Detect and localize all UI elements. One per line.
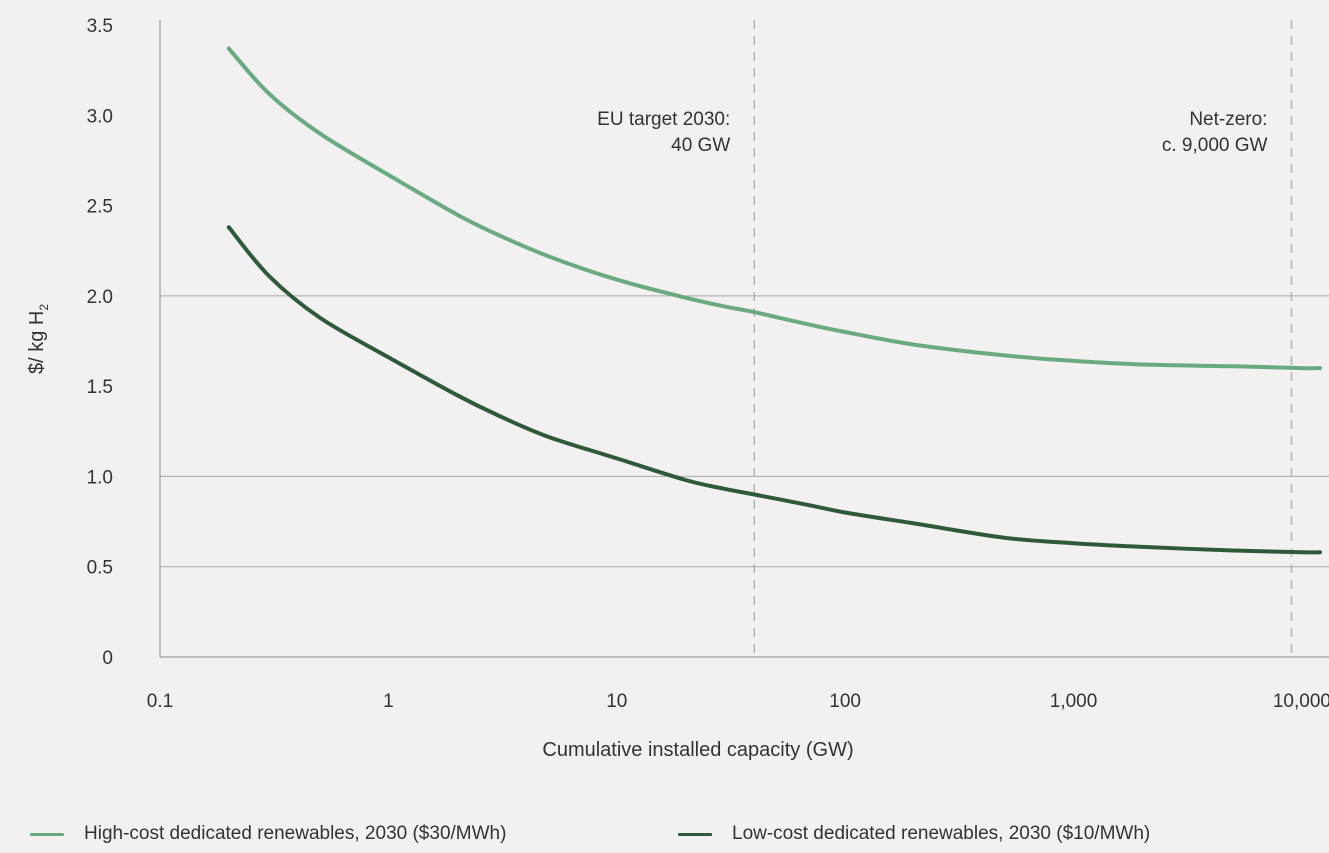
reference-lines: EU target 2030: 40 GW Net-zero: c. 9,000 GW xyxy=(597,20,1293,657)
x-tick-label-4: 1,000 xyxy=(1050,691,1098,712)
x-tick-label-0: 0.1 xyxy=(147,691,173,712)
y-tick-label-4: 2.0 xyxy=(87,287,113,308)
y-axis-title-subscript: 2 xyxy=(37,304,51,311)
legend-label-high-cost: High-cost dedicated renewables, 2030 ($3… xyxy=(84,823,507,844)
y-tick-label-5: 2.5 xyxy=(87,197,113,218)
legend: High-cost dedicated renewables, 2030 ($3… xyxy=(0,823,1329,847)
y-tick-label-7: 3.5 xyxy=(87,16,113,37)
x-tick-label-5: 10,000 xyxy=(1273,691,1329,712)
y-tick-label-1: 0.5 xyxy=(87,558,113,579)
reference-label-1-line2: c. 9,000 GW xyxy=(1162,135,1268,156)
x-tick-label-3: 100 xyxy=(829,691,861,712)
x-tick-label-1: 1 xyxy=(383,691,394,712)
series-line-1 xyxy=(226,225,1322,555)
reference-label-0-line2: 40 GW xyxy=(671,135,730,156)
y-tick-label-3: 1.5 xyxy=(87,377,113,398)
tick-labels: 0 0.5 1.0 1.5 2.0 2.5 3.0 3.5 0.1 1 10 100 1,000 10,0… xyxy=(87,16,1329,712)
series-line-0 xyxy=(226,46,1322,371)
y-tick-label-2: 1.0 xyxy=(87,467,113,488)
x-axis-title: Cumulative installed capacity (GW) xyxy=(542,739,853,761)
y-tick-label-0: 0 xyxy=(102,648,113,669)
reference-label-1-line1: Net-zero: xyxy=(1189,109,1267,130)
x-tick-label-2: 10 xyxy=(606,691,627,712)
gridlines xyxy=(160,295,1329,568)
legend-label-low-cost: Low-cost dedicated renewables, 2030 ($10… xyxy=(732,823,1151,844)
y-axis-title-main: $/ kg H xyxy=(26,311,48,374)
reference-label-0-line1: EU target 2030: xyxy=(597,109,730,130)
y-tick-label-6: 3.0 xyxy=(87,106,113,127)
legend-item-low-cost: Low-cost dedicated renewables, 2030 ($10… xyxy=(678,823,1150,845)
chart: EU target 2030: 40 GW Net-zero: c. 9,000 GW… xyxy=(26,16,1329,761)
y-axis-title: $/ kg H2 xyxy=(26,304,51,374)
axes xyxy=(159,20,1329,658)
legend-swatch-low-cost xyxy=(678,832,712,836)
legend-swatch-high-cost xyxy=(30,832,64,836)
legend-item-high-cost: High-cost dedicated renewables, 2030 ($3… xyxy=(30,823,506,845)
series-lines xyxy=(226,46,1322,555)
